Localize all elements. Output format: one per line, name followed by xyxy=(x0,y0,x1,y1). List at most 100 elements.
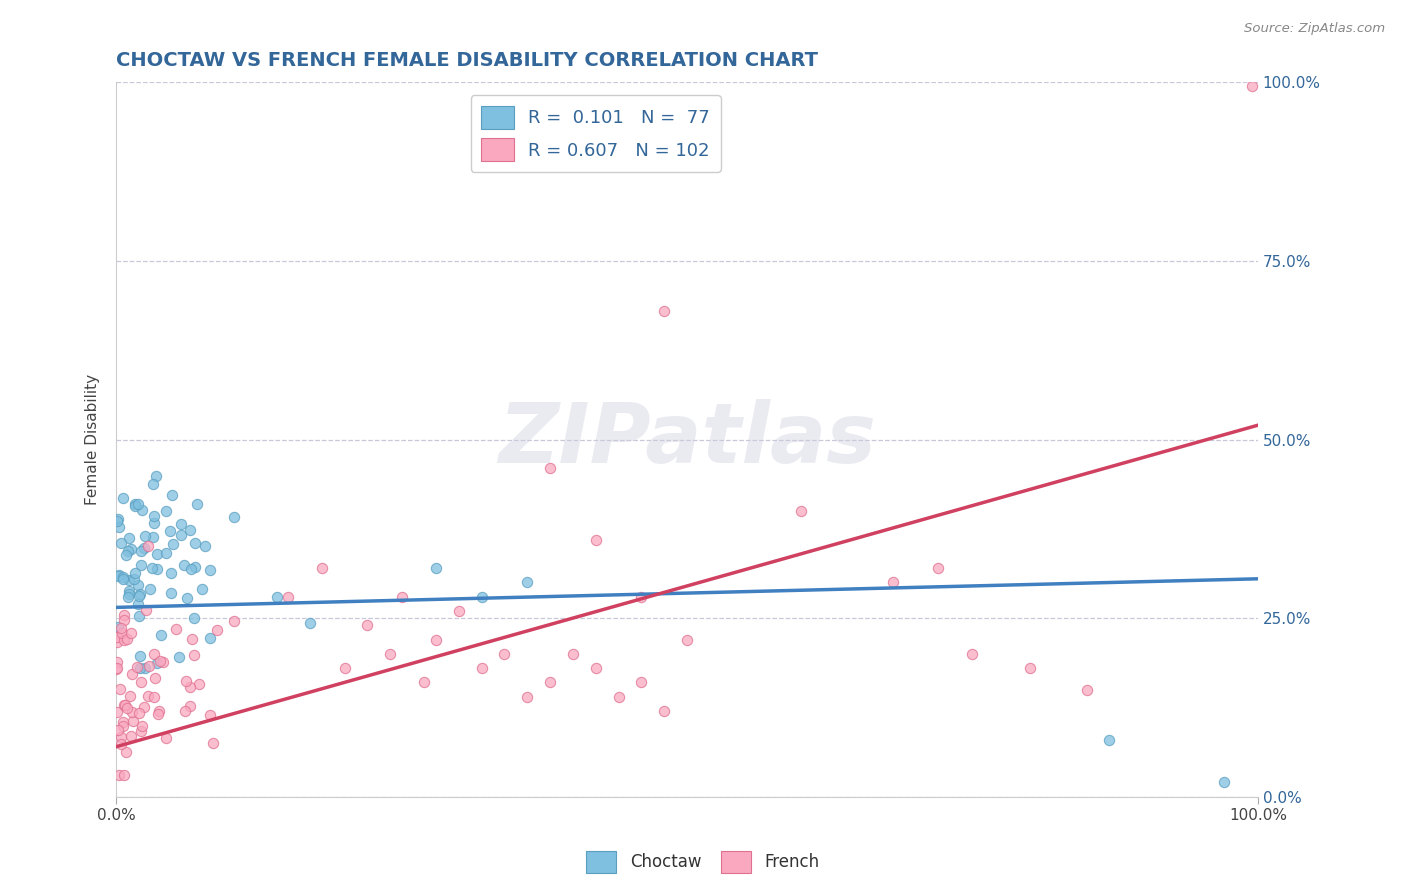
Point xyxy=(882,575,904,590)
Point xyxy=(222,614,245,628)
Point xyxy=(107,514,129,528)
Point xyxy=(115,700,138,714)
Point xyxy=(391,590,413,604)
Point xyxy=(124,499,146,513)
Legend: R =  0.101   N =  77, R = 0.607   N = 102: R = 0.101 N = 77, R = 0.607 N = 102 xyxy=(471,95,721,172)
Point xyxy=(120,689,142,703)
Point xyxy=(152,655,174,669)
Point xyxy=(205,623,228,637)
Point xyxy=(585,661,607,675)
Point xyxy=(132,541,155,556)
Point xyxy=(652,304,675,318)
Point xyxy=(186,497,208,511)
Point xyxy=(117,544,139,558)
Point xyxy=(146,562,169,576)
Point xyxy=(127,659,149,673)
Point xyxy=(174,674,197,689)
Point xyxy=(136,539,159,553)
Point xyxy=(136,689,159,703)
Point xyxy=(143,516,166,530)
Point xyxy=(311,561,333,575)
Point xyxy=(111,625,134,640)
Point xyxy=(1076,682,1098,697)
Point xyxy=(143,508,166,523)
Point xyxy=(179,699,201,714)
Point xyxy=(111,714,134,729)
Point xyxy=(121,705,143,719)
Point xyxy=(1241,78,1264,93)
Point xyxy=(148,705,170,719)
Point xyxy=(194,539,217,553)
Point xyxy=(155,504,177,518)
Point xyxy=(112,570,135,584)
Point xyxy=(173,558,195,572)
Point xyxy=(128,661,150,675)
Point xyxy=(141,560,163,574)
Point xyxy=(155,546,177,560)
Point xyxy=(516,690,538,704)
Point xyxy=(131,558,153,572)
Point xyxy=(585,533,607,547)
Point xyxy=(134,529,156,543)
Point xyxy=(132,700,155,714)
Point xyxy=(160,488,183,502)
Point xyxy=(117,632,139,646)
Point xyxy=(105,634,128,648)
Point xyxy=(150,628,173,642)
Point xyxy=(114,745,136,759)
Point xyxy=(110,536,132,550)
Point xyxy=(184,560,207,574)
Point xyxy=(425,632,447,647)
Point xyxy=(179,523,201,537)
Text: ZIPatlas: ZIPatlas xyxy=(498,399,876,480)
Point xyxy=(142,477,165,491)
Point xyxy=(165,622,187,636)
Point xyxy=(108,682,131,697)
Text: Source: ZipAtlas.com: Source: ZipAtlas.com xyxy=(1244,22,1385,36)
Point xyxy=(607,690,630,704)
Point xyxy=(111,572,134,586)
Point xyxy=(790,504,813,518)
Point xyxy=(1212,775,1234,789)
Point xyxy=(135,603,157,617)
Point xyxy=(131,723,153,738)
Point xyxy=(1098,732,1121,747)
Point xyxy=(121,666,143,681)
Point xyxy=(129,649,152,664)
Point xyxy=(108,768,131,782)
Point xyxy=(128,706,150,720)
Point xyxy=(652,704,675,718)
Point xyxy=(187,677,209,691)
Point xyxy=(112,613,135,627)
Point xyxy=(110,621,132,635)
Point xyxy=(962,647,984,661)
Point xyxy=(202,736,225,750)
Point xyxy=(630,675,652,690)
Point xyxy=(146,656,169,670)
Point xyxy=(333,661,356,675)
Point xyxy=(160,586,183,600)
Point xyxy=(162,537,184,551)
Point xyxy=(143,690,166,704)
Point xyxy=(145,469,167,483)
Point xyxy=(170,528,193,542)
Point xyxy=(200,708,222,723)
Point xyxy=(110,730,132,744)
Point xyxy=(114,607,136,622)
Point xyxy=(120,542,142,557)
Point xyxy=(180,562,202,576)
Point xyxy=(413,675,436,690)
Point xyxy=(927,561,949,575)
Point xyxy=(118,587,141,601)
Point xyxy=(118,573,141,587)
Point xyxy=(159,524,181,539)
Point xyxy=(112,491,135,506)
Point xyxy=(105,662,128,676)
Point xyxy=(190,582,212,597)
Point xyxy=(124,566,146,580)
Point xyxy=(105,705,128,719)
Point xyxy=(179,680,201,694)
Point xyxy=(380,647,402,661)
Point xyxy=(538,675,561,690)
Point xyxy=(169,649,191,664)
